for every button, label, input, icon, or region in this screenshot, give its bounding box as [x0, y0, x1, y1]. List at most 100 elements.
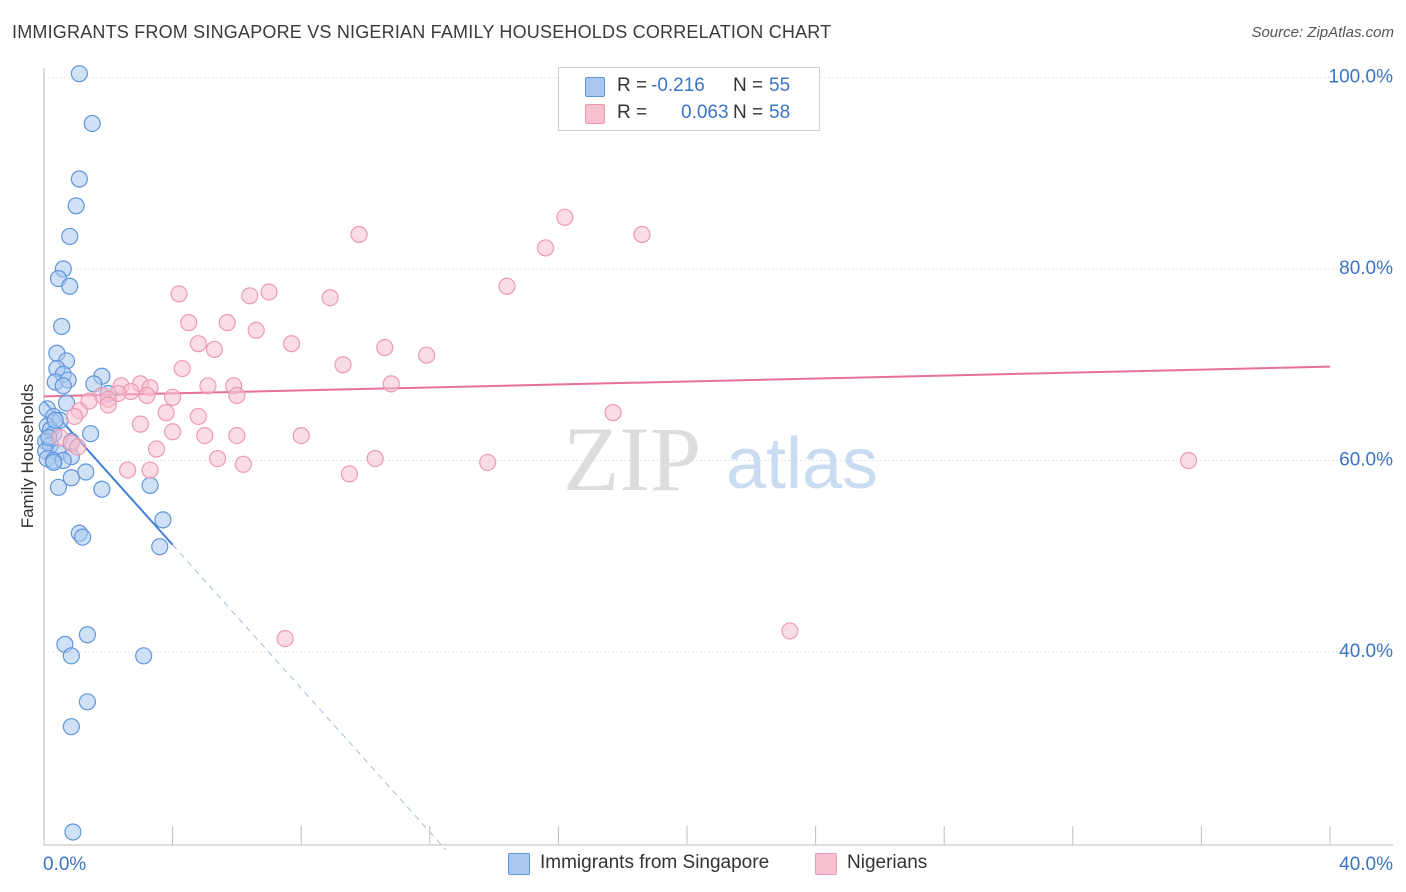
stats-legend: R = -0.216 N = 55 R = 0.063 N = 58	[558, 67, 820, 131]
legend-n-label: N =	[733, 75, 764, 96]
watermark: ZIP atlas	[563, 408, 878, 510]
x-tick-label: 0.0%	[43, 854, 86, 875]
nigerian-point	[118, 461, 137, 479]
nigerian-point	[209, 449, 227, 468]
singapore-point	[154, 511, 172, 529]
bottom-legend-swatch-pink	[815, 853, 837, 875]
singapore-point	[70, 170, 88, 188]
singapore-point	[70, 65, 88, 83]
nigerian-point	[164, 388, 182, 406]
nigerian-point	[292, 427, 310, 445]
nigerian-point	[164, 423, 182, 441]
nigerian-point	[131, 415, 150, 433]
singapore-point	[151, 538, 169, 556]
legend-n-value: 58	[769, 102, 791, 123]
nigerian-point	[260, 283, 278, 301]
nigerian-point	[633, 225, 651, 244]
singapore-point	[49, 478, 68, 496]
nigerian-point	[350, 225, 368, 244]
singapore-point	[73, 528, 92, 546]
nigerian-point	[536, 239, 555, 257]
legend-r-label: R =	[617, 75, 648, 96]
points-layer	[37, 65, 1198, 841]
singapore-point	[141, 476, 159, 494]
nigerian-point	[189, 335, 207, 353]
nigerian-point	[321, 289, 339, 307]
singapore-point	[77, 463, 95, 481]
nigerian-point	[234, 455, 252, 473]
legend-n-value: 55	[769, 75, 791, 96]
grid-layer	[44, 77, 1393, 653]
bottom-legend-swatch-blue	[508, 853, 530, 875]
nigerian-point	[199, 377, 217, 395]
singapore-point	[82, 425, 100, 443]
y-tick-label: 40.0%	[1339, 641, 1393, 662]
nigerian-point	[376, 338, 394, 357]
nigerian-point	[1179, 451, 1198, 470]
trend-line-extension	[172, 544, 447, 851]
nigerian-point	[366, 449, 384, 468]
nigerian-point	[189, 407, 207, 426]
singapore-point	[54, 377, 72, 395]
legend-r-label: R =	[617, 102, 648, 123]
watermark-atlas: atlas	[726, 424, 878, 504]
singapore-point	[61, 227, 79, 246]
singapore-point	[78, 693, 97, 711]
nigerian-point	[276, 629, 294, 648]
trend-line	[43, 365, 1331, 398]
legend-swatch-pink	[585, 104, 605, 124]
nigerian-point	[479, 453, 497, 472]
nigerian-point	[334, 356, 352, 374]
singapore-point	[45, 453, 63, 472]
legend-swatch-blue	[585, 77, 605, 97]
watermark-zip: ZIP	[563, 408, 701, 510]
singapore-point	[46, 411, 64, 429]
nigerian-point	[138, 386, 156, 404]
singapore-point	[61, 277, 79, 295]
legend-n-label: N =	[733, 102, 764, 123]
singapore-point	[62, 647, 80, 665]
y-tick-label: 100.0%	[1329, 67, 1394, 88]
singapore-point	[57, 394, 76, 412]
tick-label-layer: 40.0% 60.0% 80.0% 100.0% 0.0% 40.0%	[43, 67, 1393, 876]
nigerian-point	[205, 340, 223, 359]
singapore-point	[53, 317, 71, 336]
nigerian-point	[173, 359, 191, 378]
nigerian-point	[147, 440, 166, 458]
singapore-point	[62, 469, 80, 487]
nigerian-point	[417, 346, 436, 364]
nigerian-point	[781, 622, 799, 640]
nigerian-point	[340, 465, 359, 483]
nigerian-point	[228, 386, 246, 404]
y-tick-label: 80.0%	[1339, 258, 1393, 279]
nigerian-point	[382, 375, 400, 393]
nigerian-point	[69, 438, 87, 456]
x-tick-label: 40.0%	[1339, 854, 1393, 875]
y-tick-label: 60.0%	[1339, 450, 1393, 471]
singapore-point	[67, 197, 85, 215]
bottom-legend-label: Nigerians	[847, 852, 928, 873]
nigerian-point	[65, 407, 84, 426]
y-axis-label: Family Households	[18, 383, 37, 529]
singapore-point	[64, 823, 82, 841]
legend-r-value: 0.063	[681, 102, 729, 123]
nigerian-point	[498, 277, 516, 295]
nigerian-point	[228, 427, 246, 445]
nigerian-point	[604, 404, 622, 422]
nigerian-point	[141, 461, 159, 479]
nigerian-point	[282, 335, 301, 353]
chart-title: IMMIGRANTS FROM SINGAPORE VS NIGERIAN FA…	[12, 22, 832, 42]
nigerian-point	[241, 287, 259, 305]
nigerian-point	[196, 427, 214, 445]
nigerian-point	[247, 321, 265, 339]
singapore-point	[83, 114, 101, 133]
nigerian-point	[157, 404, 175, 422]
nigerian-point	[180, 314, 198, 332]
singapore-point	[135, 647, 153, 665]
bottom-legend-label: Immigrants from Singapore	[540, 852, 770, 873]
nigerian-point	[218, 314, 236, 332]
nigerian-point	[170, 285, 188, 303]
nigerian-point	[99, 396, 117, 414]
source-label: Source: ZipAtlas.com	[1251, 24, 1394, 41]
